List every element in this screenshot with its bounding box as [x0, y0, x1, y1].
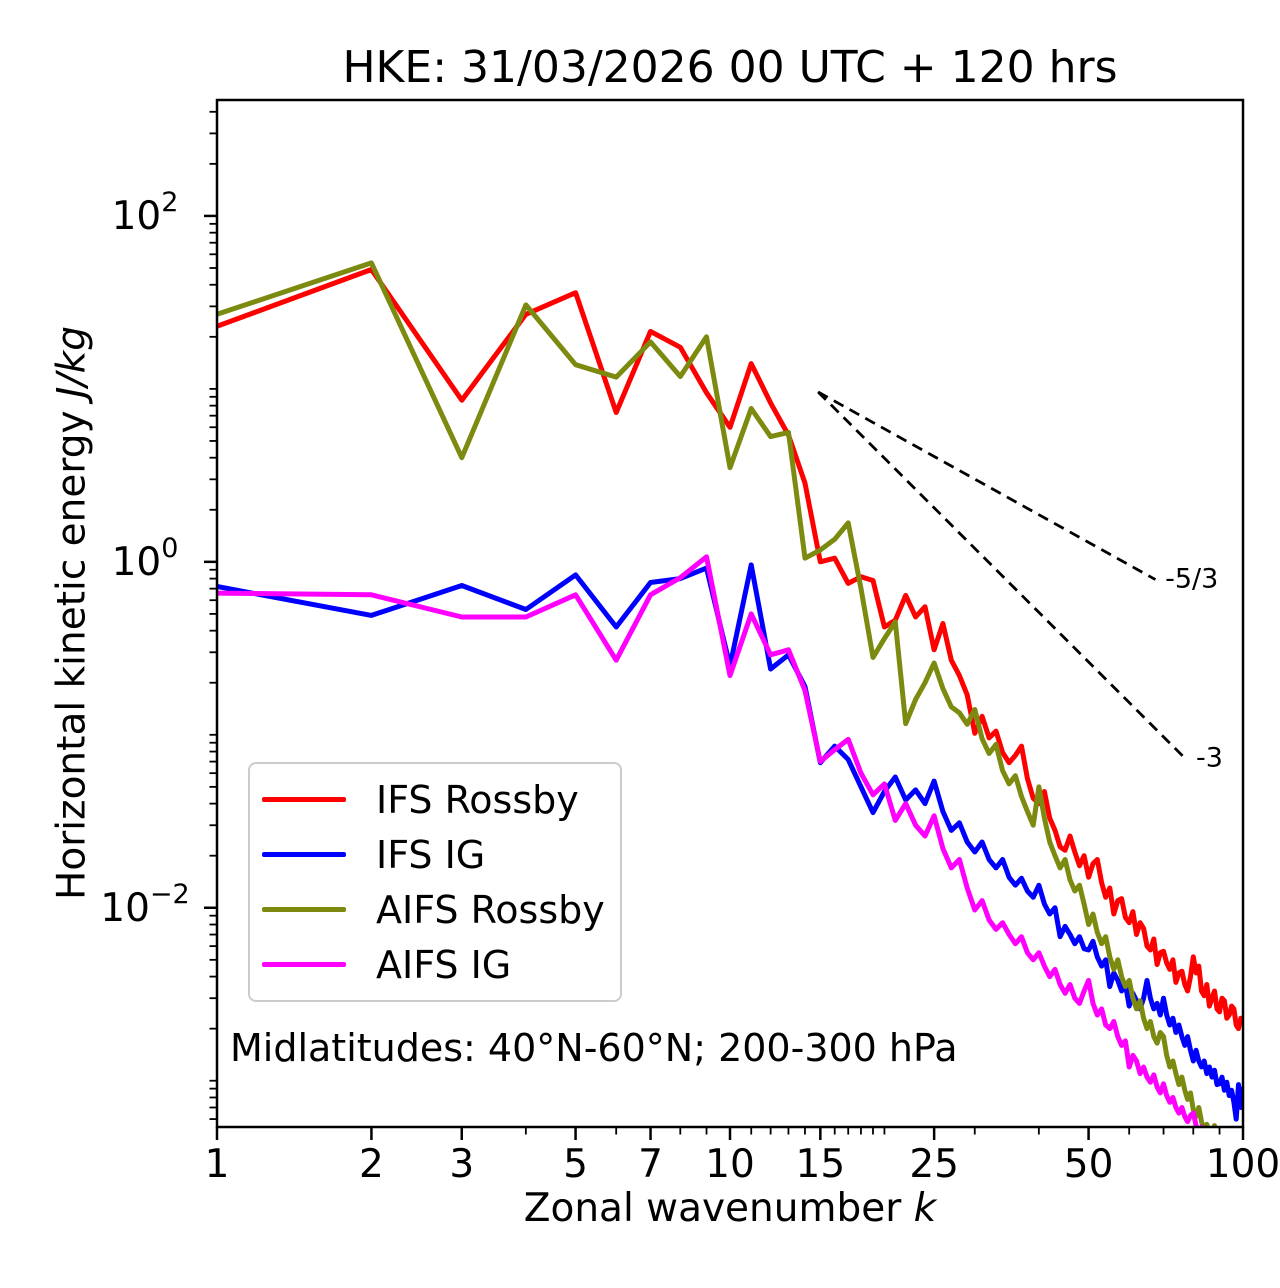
legend-item-ifs-rossby[interactable]: IFS Rossby [250, 781, 620, 819]
legend-label: IFS IG [376, 832, 486, 877]
x-tick-label: 3 [449, 1142, 474, 1187]
series-line-aifs-ig [217, 554, 1205, 1127]
x-axis-label-symbol: k [913, 1186, 937, 1231]
legend-label: AIFS Rossby [376, 887, 605, 932]
legend-label: AIFS IG [376, 942, 512, 987]
x-axis-label-text: Zonal wavenumber [523, 1186, 914, 1231]
x-tick-label: 100 [1206, 1142, 1280, 1187]
slope-label-53: -5/3 [1165, 564, 1218, 595]
legend-swatch [262, 907, 346, 912]
x-axis-label: Zonal wavenumber k [217, 1186, 1243, 1231]
x-tick-label: 1 [205, 1142, 230, 1187]
legend-swatch [262, 962, 346, 967]
legend-label: IFS Rossby [376, 777, 579, 822]
legend-item-ifs-ig[interactable]: IFS IG [250, 836, 620, 874]
legend-item-aifs-ig[interactable]: AIFS IG [250, 946, 620, 984]
slope-label-3: -3 [1196, 742, 1223, 773]
series-line-aifs-rossby [217, 260, 1218, 1127]
legend-swatch [262, 852, 346, 857]
legend-item-aifs-rossby[interactable]: AIFS Rossby [250, 891, 620, 929]
slope-line-53 [817, 390, 1157, 581]
y-tick-label: 100 [112, 533, 179, 585]
region-annotation: Midlatitudes: 40°N-60°N; 200-300 hPa [230, 1026, 958, 1070]
y-tick-label: 102 [112, 187, 179, 239]
x-tick-label: 10 [705, 1142, 755, 1187]
legend-swatch [262, 797, 346, 802]
x-axis-ticks: 1 2 3 5 7 10 15 25 50 100 [205, 1127, 1280, 1187]
y-axis-ticks: 102 100 10−2 [100, 110, 217, 1120]
reference-lines: -5/3 -3 [817, 390, 1223, 773]
x-tick-label: 7 [638, 1142, 663, 1187]
series-line-ifs-rossby [217, 267, 1243, 1032]
y-tick-label: 10−2 [100, 879, 189, 931]
series-line-ifs-ig [217, 562, 1243, 1122]
x-tick-label: 5 [563, 1142, 588, 1187]
chart-title: HKE: 31/03/2026 00 UTC + 120 hrs [342, 42, 1118, 93]
legend: IFS Rossby IFS IG AIFS Rossby AIFS IG [248, 762, 622, 1002]
x-tick-label: 2 [359, 1142, 384, 1187]
slope-line-3 [817, 390, 1188, 761]
series-lines [217, 260, 1243, 1127]
x-tick-label: 25 [909, 1142, 959, 1187]
x-tick-label: 15 [796, 1142, 846, 1187]
x-tick-label: 50 [1064, 1142, 1114, 1187]
